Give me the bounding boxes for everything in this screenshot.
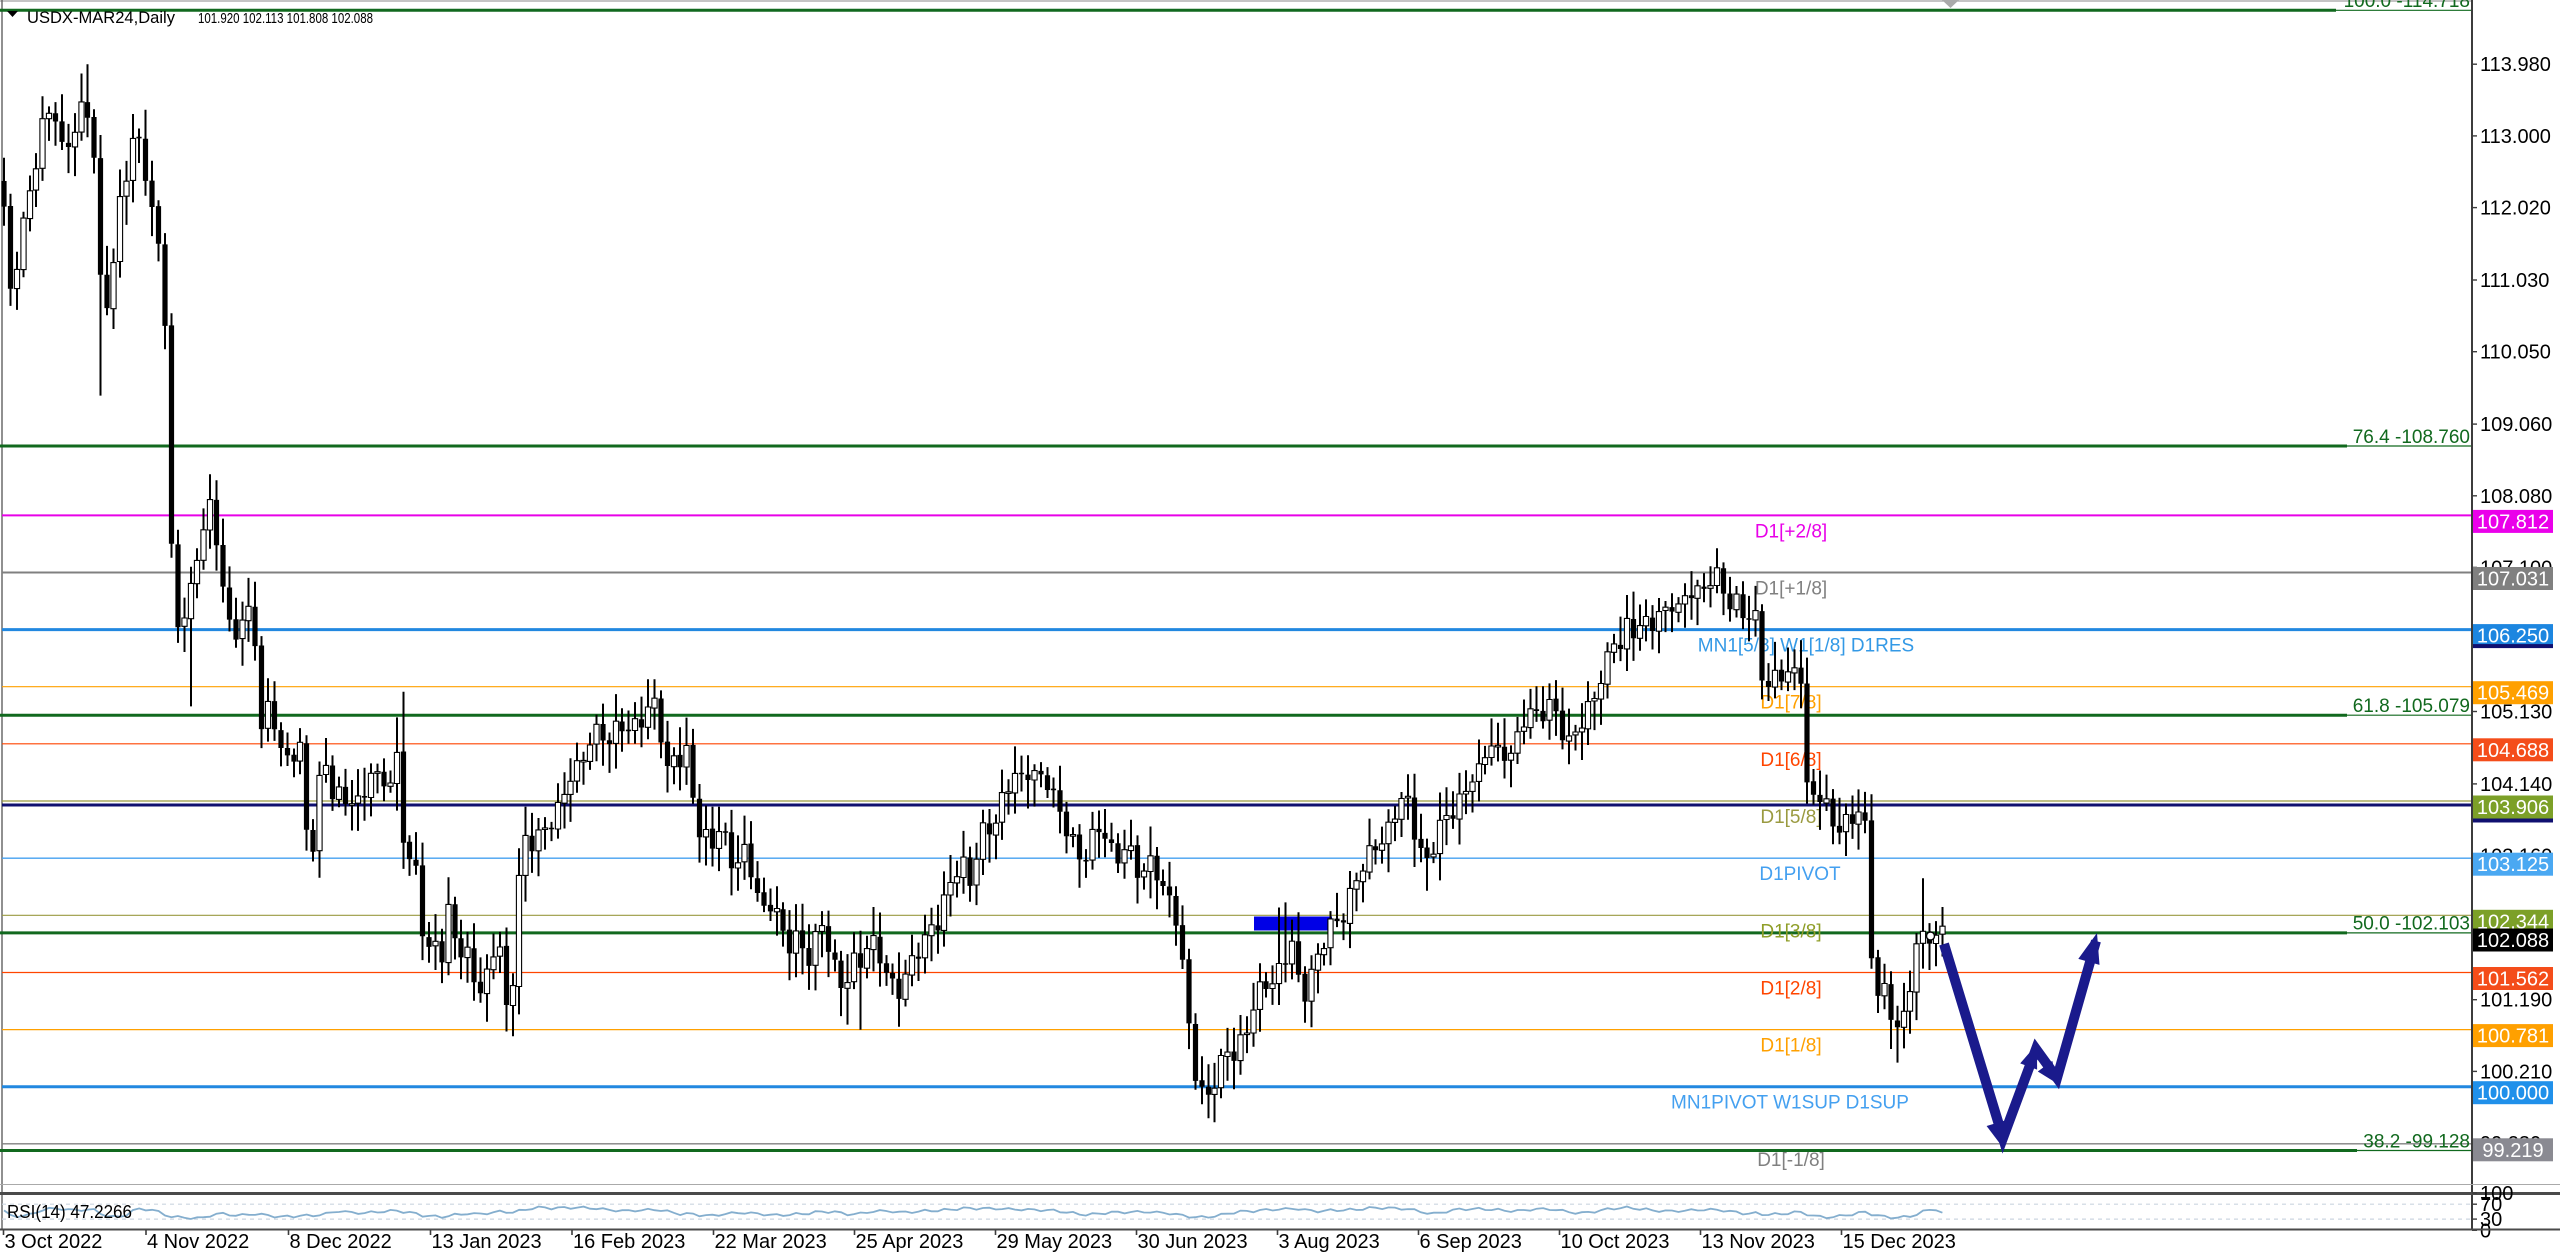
svg-text:104.140: 104.140	[2480, 774, 2552, 796]
svg-text:105.469: 105.469	[2477, 683, 2549, 705]
svg-text:100.000: 100.000	[2477, 1083, 2549, 1105]
svg-text:22 Mar 2023: 22 Mar 2023	[715, 1231, 827, 1252]
svg-text:29 May 2023: 29 May 2023	[997, 1231, 1113, 1252]
svg-text:109.060: 109.060	[2480, 414, 2552, 436]
svg-text:30: 30	[2480, 1209, 2502, 1231]
svg-text:99.219: 99.219	[2482, 1140, 2543, 1162]
svg-text:104.688: 104.688	[2477, 740, 2549, 762]
svg-text:106.250: 106.250	[2477, 626, 2549, 648]
svg-text:13 Nov 2023: 13 Nov 2023	[1702, 1231, 1815, 1252]
svg-text:61.8 -105.079: 61.8 -105.079	[2353, 696, 2470, 717]
svg-text:0: 0	[2480, 1220, 2491, 1242]
svg-text:105.130: 105.130	[2480, 702, 2552, 724]
svg-text:D1[6/8]: D1[6/8]	[1760, 750, 1821, 771]
svg-text:15 Dec 2023: 15 Dec 2023	[1843, 1231, 1956, 1252]
svg-text:108.080: 108.080	[2480, 486, 2552, 508]
svg-text:13 Jan 2023: 13 Jan 2023	[432, 1231, 542, 1252]
svg-text:D1[+2/8]: D1[+2/8]	[1755, 521, 1827, 542]
svg-text:RSI(14) 47.2266: RSI(14) 47.2266	[7, 1202, 132, 1222]
svg-text:100.781: 100.781	[2477, 1026, 2549, 1048]
svg-text:8 Dec 2022: 8 Dec 2022	[290, 1231, 392, 1252]
svg-text:D1[2/8]: D1[2/8]	[1760, 979, 1821, 1000]
svg-text:101.562: 101.562	[2477, 969, 2549, 991]
svg-text:101.190: 101.190	[2480, 990, 2552, 1012]
svg-text:16 Feb 2023: 16 Feb 2023	[573, 1231, 685, 1252]
svg-text:3 Oct 2022: 3 Oct 2022	[5, 1231, 103, 1252]
svg-text:3 Aug 2023: 3 Aug 2023	[1279, 1231, 1380, 1252]
svg-text:4 Nov 2022: 4 Nov 2022	[147, 1231, 249, 1252]
svg-text:111.030: 111.030	[2480, 270, 2549, 292]
svg-text:MN1[5/8] W1[1/8] D1RES: MN1[5/8] W1[1/8] D1RES	[1698, 636, 1914, 657]
svg-text:76.4 -108.760: 76.4 -108.760	[2353, 427, 2470, 448]
svg-text:100: 100	[2480, 1183, 2513, 1205]
svg-text:D1PIVOT: D1PIVOT	[1759, 864, 1841, 885]
svg-text:107.812: 107.812	[2477, 511, 2549, 533]
svg-text:101.920 102.113 101.808 102.08: 101.920 102.113 101.808 102.088	[198, 10, 373, 27]
svg-text:D1[+1/8]: D1[+1/8]	[1755, 579, 1827, 600]
svg-text:103.125: 103.125	[2477, 854, 2549, 876]
svg-text:107.031: 107.031	[2477, 569, 2549, 591]
svg-text:70: 70	[2480, 1194, 2502, 1216]
svg-text:D1[1/8]: D1[1/8]	[1760, 1036, 1821, 1057]
svg-text:D1[-1/8]: D1[-1/8]	[1757, 1150, 1825, 1171]
svg-text:102.344: 102.344	[2477, 911, 2549, 933]
svg-text:6 Sep 2023: 6 Sep 2023	[1420, 1231, 1522, 1252]
svg-text:D1[5/8]: D1[5/8]	[1760, 807, 1821, 828]
svg-text:D1[7/8]: D1[7/8]	[1760, 693, 1821, 714]
svg-text:103.906: 103.906	[2477, 797, 2549, 819]
svg-text:113.000: 113.000	[2480, 126, 2551, 148]
svg-text:110.050: 110.050	[2480, 342, 2551, 364]
svg-text:113.980: 113.980	[2480, 54, 2551, 76]
svg-text:112.020: 112.020	[2480, 198, 2551, 220]
svg-text:50.0 -102.103: 50.0 -102.103	[2353, 914, 2470, 935]
svg-text:USDX-MAR24,Daily: USDX-MAR24,Daily	[27, 9, 176, 27]
svg-text:38.2 -99.128: 38.2 -99.128	[2363, 1131, 2470, 1152]
svg-text:25 Apr 2023: 25 Apr 2023	[856, 1231, 964, 1252]
svg-text:10 Oct 2023: 10 Oct 2023	[1561, 1231, 1670, 1252]
svg-text:102.088: 102.088	[2477, 930, 2549, 952]
svg-text:D1[3/8]: D1[3/8]	[1760, 921, 1821, 942]
svg-text:MN1PIVOT W1SUP D1SUP: MN1PIVOT W1SUP D1SUP	[1671, 1093, 1909, 1114]
svg-text:100.0 -114.718: 100.0 -114.718	[2344, 0, 2470, 12]
svg-text:30 Jun 2023: 30 Jun 2023	[1138, 1231, 1248, 1252]
svg-text:100.210: 100.210	[2480, 1061, 2552, 1083]
